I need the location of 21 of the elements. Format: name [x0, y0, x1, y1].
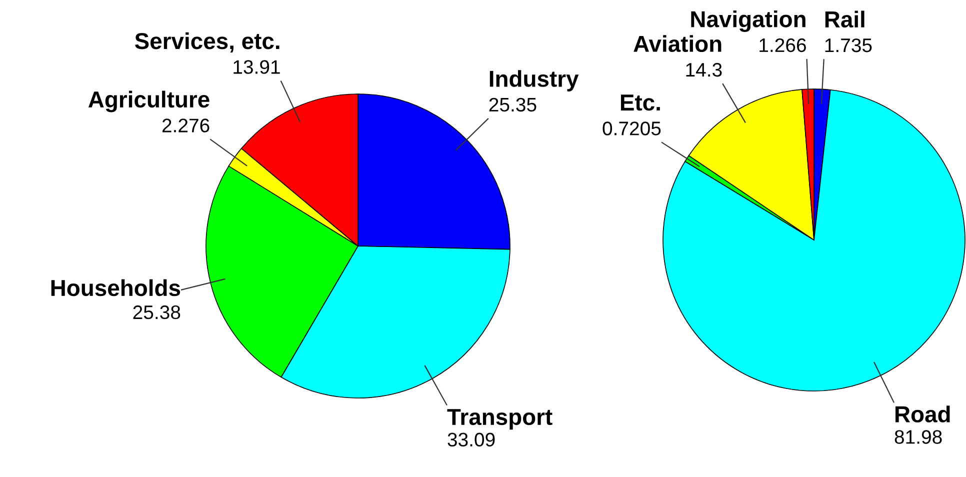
data-label: 14.3 [686, 62, 722, 77]
data-label: 13.91 [234, 60, 280, 74]
data-label: 2.276 [162, 118, 210, 132]
data-label: 81.98 [894, 430, 942, 444]
data-label: 1.735 [825, 38, 872, 52]
slice-label: Industry [490, 70, 579, 92]
data-label: 0.7205 [602, 122, 661, 136]
data-label: 25.38 [133, 305, 180, 320]
slice-label: Rail [825, 10, 864, 28]
data-label: 33.09 [448, 432, 495, 447]
pie-slice [662, 89, 966, 392]
data-label: 1.266 [760, 38, 806, 52]
slice-label: Aviation [634, 35, 722, 52]
data-label: 25.35 [489, 98, 536, 112]
slice-label: Etc. [620, 94, 660, 111]
slice-label: Agriculture [88, 90, 210, 112]
slice-label: Transport [447, 409, 552, 430]
slice-label: Households [51, 279, 180, 296]
slice-label: Road [896, 406, 950, 422]
slice-label: Services, etc. [134, 32, 280, 53]
slice-label: Navigation [691, 10, 806, 32]
